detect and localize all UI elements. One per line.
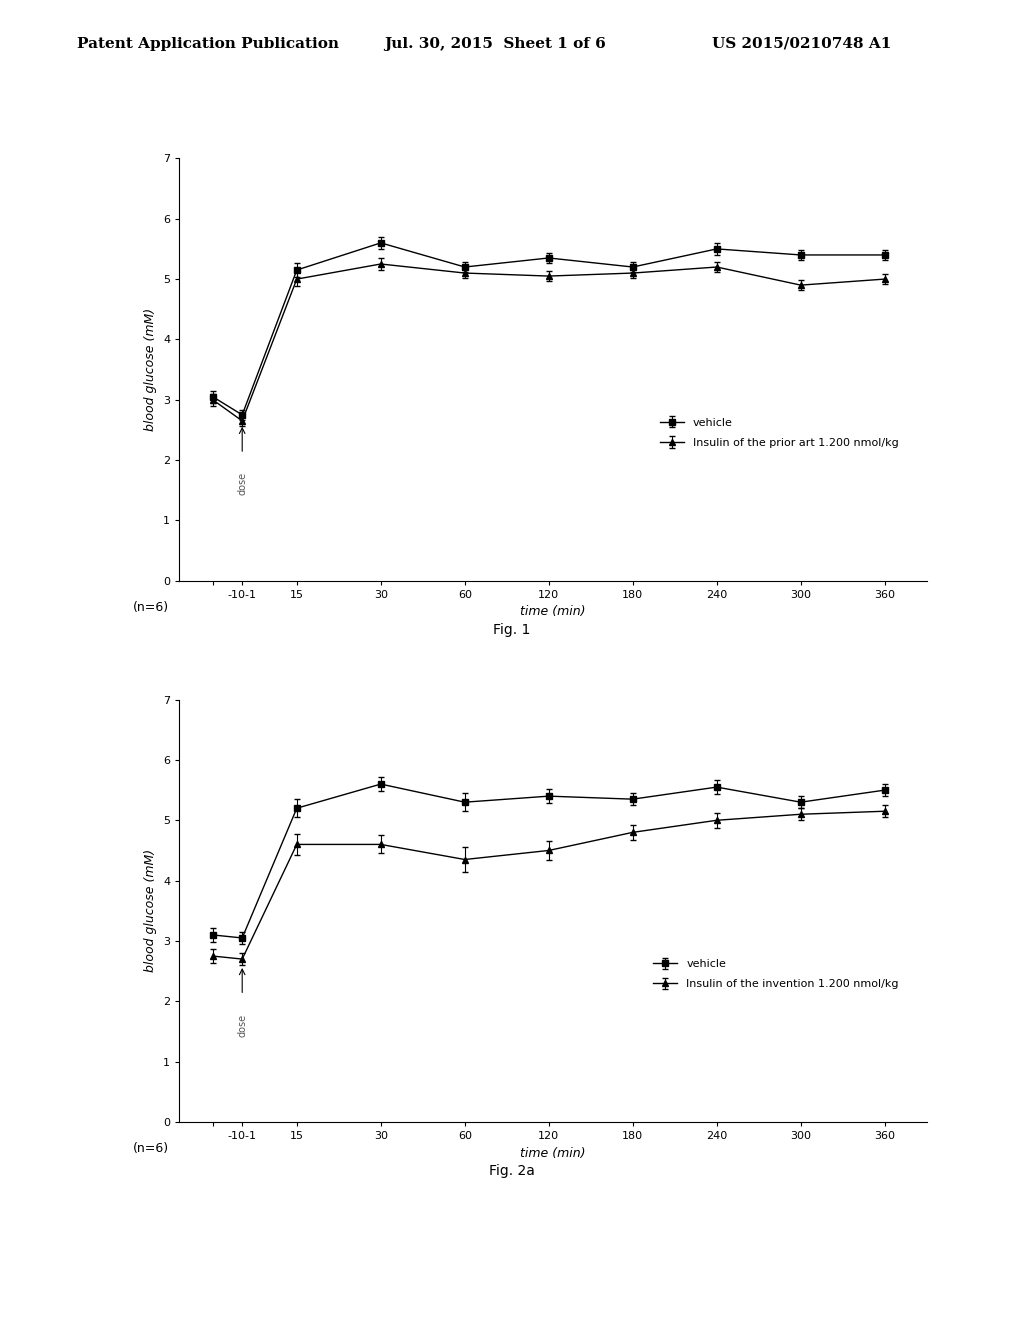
Legend: vehicle, Insulin of the prior art 1.200 nmol/kg: vehicle, Insulin of the prior art 1.200 … — [659, 418, 899, 447]
Text: (n=6): (n=6) — [133, 1142, 169, 1155]
Text: dose: dose — [238, 1014, 247, 1036]
Text: (n=6): (n=6) — [133, 601, 169, 614]
Legend: vehicle, Insulin of the invention 1.200 nmol/kg: vehicle, Insulin of the invention 1.200 … — [653, 960, 899, 989]
Text: Patent Application Publication: Patent Application Publication — [77, 37, 339, 51]
Y-axis label: blood glucose (mM): blood glucose (mM) — [144, 308, 158, 432]
Text: dose: dose — [238, 473, 247, 495]
Text: US 2015/0210748 A1: US 2015/0210748 A1 — [712, 37, 891, 51]
X-axis label: time (min): time (min) — [520, 1147, 586, 1159]
Y-axis label: blood glucose (mM): blood glucose (mM) — [144, 849, 158, 973]
Text: Fig. 1: Fig. 1 — [494, 623, 530, 638]
X-axis label: time (min): time (min) — [520, 606, 586, 618]
Text: Fig. 2a: Fig. 2a — [489, 1164, 535, 1179]
Text: Jul. 30, 2015  Sheet 1 of 6: Jul. 30, 2015 Sheet 1 of 6 — [384, 37, 606, 51]
